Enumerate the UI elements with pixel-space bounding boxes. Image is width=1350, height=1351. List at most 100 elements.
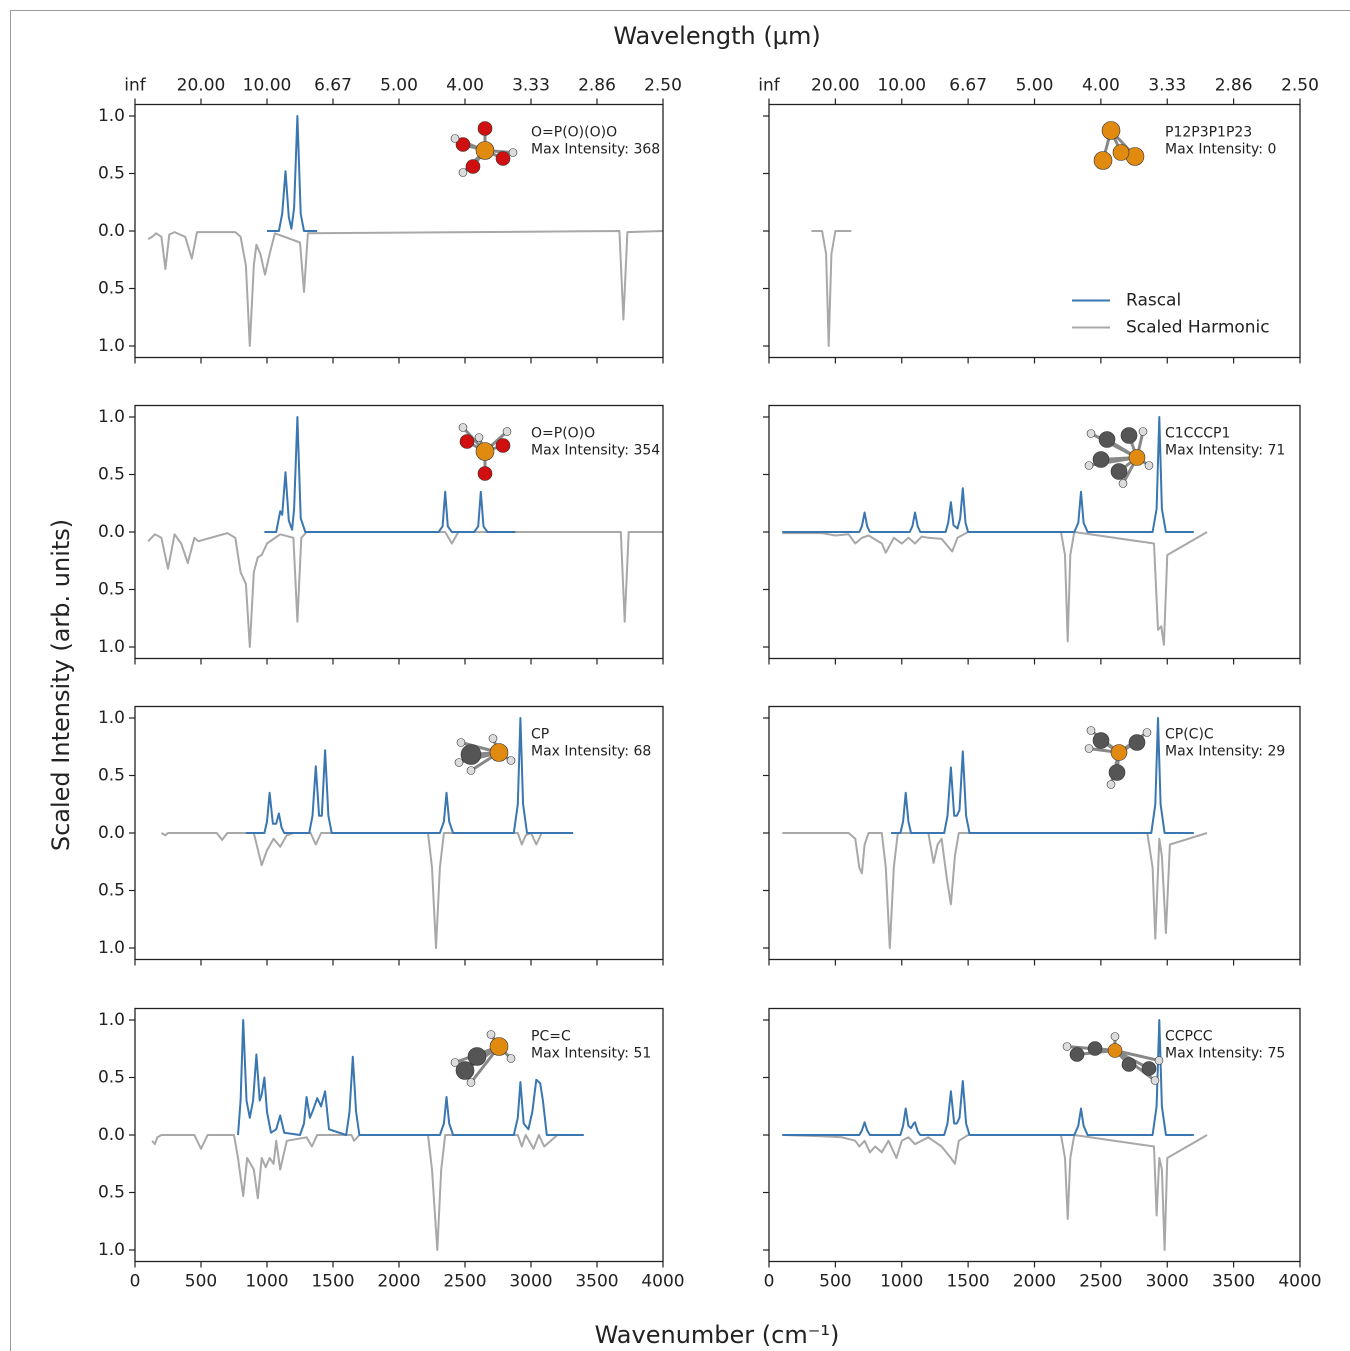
x-tick-label: 2500 xyxy=(1079,1272,1122,1292)
x-tick-label: 4000 xyxy=(1278,1272,1321,1292)
spectrum-line xyxy=(148,231,663,346)
atom xyxy=(1063,1043,1071,1051)
atom xyxy=(507,757,515,765)
panel: C1CCCP1Max Intensity: 71 xyxy=(763,406,1300,665)
y-tick-label: 1.0 xyxy=(98,106,125,126)
molecule xyxy=(459,424,511,481)
annotation: O=P(O)O xyxy=(531,426,595,442)
y-tick-label: 0.5 xyxy=(98,766,125,786)
figure-border xyxy=(11,11,1350,1351)
atom xyxy=(1143,729,1151,737)
x-tick-label: 2000 xyxy=(377,1272,420,1292)
atom xyxy=(1145,462,1153,470)
y-tick-label: 0.5 xyxy=(98,465,125,485)
legend-label: Rascal xyxy=(1126,291,1181,311)
annotation: Max Intensity: 68 xyxy=(531,744,651,760)
molecule xyxy=(1094,122,1144,170)
x2-tick-label: 2.86 xyxy=(1215,76,1253,96)
atom xyxy=(1085,462,1093,470)
atom xyxy=(461,745,481,765)
x2-tick-label: inf xyxy=(758,76,780,96)
annotation: P12P3P1P23 xyxy=(1165,125,1252,141)
y-tick-label: 0.0 xyxy=(98,221,125,241)
atom xyxy=(476,142,494,160)
atom xyxy=(1087,430,1095,438)
annotation: Max Intensity: 71 xyxy=(1165,443,1285,459)
y-tick-label: 0.5 xyxy=(98,1068,125,1088)
spectrum-line xyxy=(782,1020,1194,1135)
x-tick-label: 500 xyxy=(819,1272,851,1292)
atom xyxy=(451,1059,459,1067)
atom xyxy=(1139,428,1147,436)
atom xyxy=(459,424,467,432)
atom xyxy=(1109,765,1125,781)
y-tick-label: 0.5 xyxy=(98,164,125,184)
x2-tick-label: 5.00 xyxy=(380,76,418,96)
atom xyxy=(1113,145,1129,161)
x2-tick-label: 10.00 xyxy=(243,76,292,96)
x2-tick-label: 10.00 xyxy=(877,76,926,96)
x-tick-label: 3500 xyxy=(575,1272,618,1292)
atom xyxy=(1087,727,1095,735)
x-tick-label: 500 xyxy=(185,1272,217,1292)
atom xyxy=(1107,781,1115,789)
atom xyxy=(489,735,497,743)
x2-tick-label: 2.50 xyxy=(644,76,682,96)
x2-tick-label: 5.00 xyxy=(1016,76,1054,96)
atom xyxy=(467,767,475,775)
atom xyxy=(478,467,492,481)
y-tick-label: 1.0 xyxy=(98,336,125,356)
y-tick-label: 1.0 xyxy=(98,1010,125,1030)
molecule xyxy=(1085,727,1151,789)
annotation: Max Intensity: 51 xyxy=(531,1046,651,1062)
spectrum-line xyxy=(782,1135,1207,1250)
x-tick-label: 2000 xyxy=(1013,1272,1056,1292)
spectrum-line xyxy=(267,116,317,231)
atom xyxy=(455,759,463,767)
y-tick-label: 0.5 xyxy=(98,1183,125,1203)
x-tick-label: 1000 xyxy=(880,1272,923,1292)
atom xyxy=(1108,1044,1122,1058)
y-axis-title: Scaled Intensity (arb. units) xyxy=(47,519,75,851)
x-tick-label: 3500 xyxy=(1212,1272,1255,1292)
x2-tick-label: 6.67 xyxy=(949,76,987,96)
atom xyxy=(496,152,510,166)
annotation: Max Intensity: 75 xyxy=(1165,1046,1285,1062)
atom xyxy=(1070,1048,1084,1062)
annotation: Max Intensity: 354 xyxy=(531,443,660,459)
atom xyxy=(467,1079,475,1087)
x-axis-title: Wavenumber (cm⁻¹) xyxy=(595,1321,840,1349)
x-tick-label: 3000 xyxy=(1146,1272,1189,1292)
atom xyxy=(1093,733,1109,749)
annotation: Max Intensity: 0 xyxy=(1165,142,1276,158)
atom xyxy=(1111,1033,1119,1041)
y-tick-label: 1.0 xyxy=(98,1240,125,1260)
atom xyxy=(460,435,474,449)
atom xyxy=(468,1048,486,1066)
atom xyxy=(490,744,508,762)
spectrum-line xyxy=(782,532,1207,645)
atom xyxy=(476,443,494,461)
atom xyxy=(451,135,459,143)
molecule xyxy=(451,122,517,177)
atom xyxy=(478,122,492,136)
y-tick-label: 0.5 xyxy=(98,881,125,901)
legend-label: Scaled Harmonic xyxy=(1126,318,1270,338)
annotation: CCPCC xyxy=(1165,1029,1213,1045)
x2-tick-label: 20.00 xyxy=(177,76,226,96)
annotation: C1CCCP1 xyxy=(1165,426,1230,442)
atom xyxy=(1119,480,1127,488)
x2-tick-label: 4.00 xyxy=(446,76,484,96)
x2-tick-label: 4.00 xyxy=(1082,76,1120,96)
atom xyxy=(496,439,510,453)
spectrum-line xyxy=(782,833,1207,948)
atom xyxy=(507,1055,515,1063)
y-tick-label: 1.0 xyxy=(98,637,125,657)
top-axis-title: Wavelength (μm) xyxy=(613,22,820,50)
atom xyxy=(1093,452,1109,468)
atom xyxy=(1121,428,1137,444)
atom xyxy=(1085,745,1093,753)
molecule xyxy=(451,1031,515,1087)
